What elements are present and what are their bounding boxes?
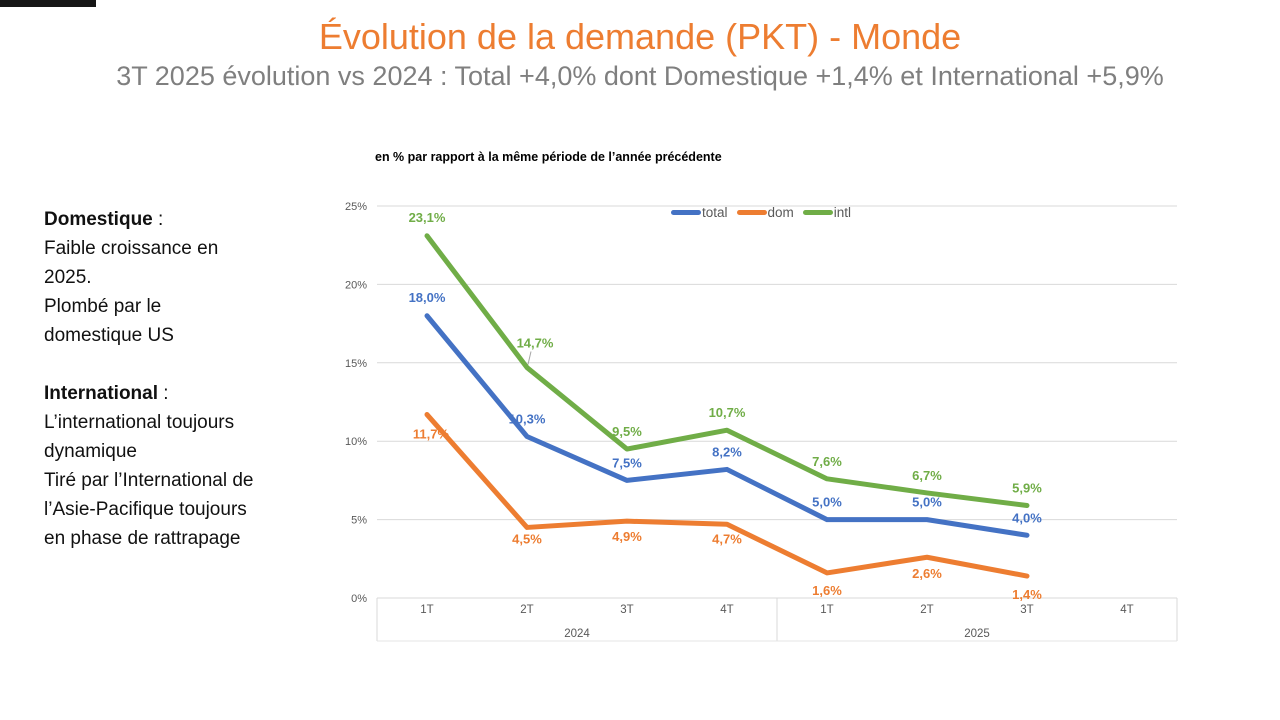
x-axis-quarter-label: 2T [520, 604, 533, 616]
data-label-dom: 4,7% [712, 531, 742, 546]
data-label-total: 4,0% [1012, 510, 1042, 525]
x-axis-year-label: 2024 [564, 628, 590, 640]
x-axis-quarter-label: 3T [620, 604, 633, 616]
x-axis-quarter-label: 1T [820, 604, 833, 616]
note-line: Tiré par l’International de [44, 470, 254, 491]
series-line-total [424, 313, 1030, 538]
data-label-total: 5,0% [912, 495, 942, 510]
note-spacer [44, 350, 324, 379]
data-label-dom: 1,6% [812, 583, 842, 598]
y-axis-tick-label: 0% [351, 593, 367, 605]
data-label-total: 5,0% [812, 495, 842, 510]
series-line-dom [424, 412, 1030, 579]
legend-item-dom: dom [736, 205, 794, 220]
legend-swatch-dom [736, 210, 767, 215]
note-line: domestique US [44, 325, 174, 346]
data-label-dom: 2,6% [912, 566, 942, 581]
slide-title: Évolution de la demande (PKT) - Monde [318, 16, 962, 57]
x-axis-quarter-label: 4T [1120, 604, 1133, 616]
note-line: L’international toujours [44, 412, 235, 433]
note-line: Faible croissance en [44, 238, 219, 259]
note-line: l’Asie-Pacifique toujours [44, 499, 247, 520]
y-axis-tick-label: 20% [345, 279, 367, 291]
data-label-dom: 4,5% [512, 531, 542, 546]
data-label-total: 7,5% [612, 455, 642, 470]
note-line: en phase de rattrapage [44, 528, 241, 549]
y-axis-tick-label: 10% [345, 436, 367, 448]
note-heading-colon: : [158, 383, 169, 404]
y-axis-tick-label: 15% [345, 358, 367, 370]
legend-swatch-intl [802, 210, 833, 215]
note-line: Plombé par le [44, 296, 162, 317]
y-axis-tick-label: 5% [351, 515, 367, 527]
data-label-total: 18,0% [409, 290, 446, 305]
data-label-intl: 6,7% [912, 468, 942, 483]
data-label-intl: 7,6% [812, 454, 842, 469]
y-axis-tick-label: 25% [345, 201, 367, 213]
data-label-total: 8,2% [712, 444, 742, 459]
x-axis-quarter-label: 1T [420, 604, 433, 616]
label-leader-line [527, 351, 532, 365]
chart-legend: total dom intl [671, 205, 851, 220]
data-label-intl: 5,9% [1012, 480, 1042, 495]
x-axis-quarter-label: 4T [720, 604, 733, 616]
note-heading-colon: : [152, 209, 164, 230]
data-label-intl: 10,7% [709, 405, 746, 420]
chart-title: en % par rapport à la même période de l’… [375, 150, 722, 164]
x-axis-quarter-label: 3T [1020, 604, 1033, 616]
data-label-intl: 9,5% [612, 424, 642, 439]
legend-item-total: total [671, 205, 728, 220]
data-label-intl: 23,1% [409, 210, 446, 225]
top-left-bar [0, 0, 96, 7]
legend-item-intl: intl [802, 205, 852, 220]
note-heading-bold: Domestique [44, 209, 153, 230]
note-heading-international: International : [44, 379, 324, 408]
commentary-text: Domestique : Faible croissance en 2025. … [44, 205, 324, 553]
x-axis-year-label: 2025 [964, 628, 990, 640]
data-label-dom: 1,4% [1012, 587, 1042, 602]
note-heading-bold: International [44, 383, 159, 404]
legend-label-total: total [702, 205, 728, 220]
legend-label-dom: dom [767, 205, 794, 220]
data-label-dom: 4,9% [612, 529, 642, 544]
legend-label-intl: intl [833, 205, 852, 220]
legend-swatch-total [671, 210, 701, 215]
series-line-intl [424, 233, 1030, 508]
note-line: 2025. [44, 267, 92, 288]
note-heading-domestique: Domestique : [44, 205, 324, 234]
data-label-intl: 14,7% [517, 336, 554, 351]
note-line: dynamique [44, 441, 137, 462]
slide-subtitle: 3T 2025 évolution vs 2024 : Total +4,0% … [116, 61, 1164, 91]
x-axis-quarter-label: 2T [920, 604, 933, 616]
